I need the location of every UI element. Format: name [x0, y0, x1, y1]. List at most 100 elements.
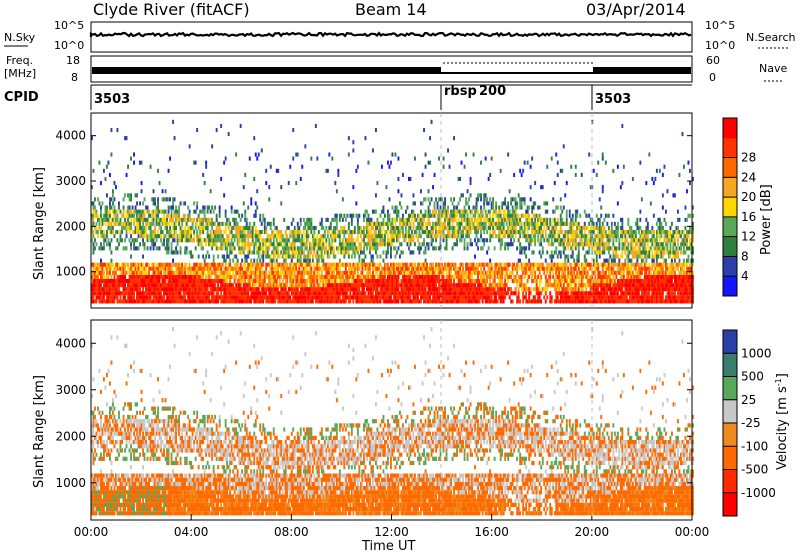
power-cell [210, 230, 212, 234]
power-cell [322, 259, 324, 263]
power-cell [473, 153, 475, 157]
power-cell [229, 259, 231, 263]
power-cell [455, 263, 457, 267]
power-cell [184, 295, 186, 299]
power-cell [280, 242, 282, 246]
power-cell [255, 214, 257, 218]
power-cell [383, 206, 385, 210]
power-cell [410, 177, 412, 181]
power-cell [473, 263, 475, 267]
power-cell [262, 255, 264, 259]
power-cell [208, 206, 210, 210]
power-cell [501, 238, 503, 242]
power-cell [480, 218, 482, 222]
power-cell [315, 226, 317, 230]
power-cell [355, 169, 357, 173]
power-cell [310, 263, 312, 267]
power-cell [524, 230, 526, 234]
power-cell [304, 144, 306, 148]
power-cell [207, 250, 209, 254]
power-cell [225, 214, 227, 218]
power-cell [100, 259, 102, 263]
power-cell [467, 210, 469, 214]
power-cell [123, 214, 125, 218]
power-cell [431, 234, 433, 238]
power-cell [97, 214, 99, 218]
power-cell [343, 255, 345, 259]
power-cell [130, 218, 132, 222]
power-cell [343, 234, 345, 238]
power-cell [441, 197, 443, 201]
power-cell [354, 230, 356, 234]
power-cell [518, 263, 520, 267]
power-cell [498, 206, 500, 210]
power-cell [114, 197, 116, 201]
power-cell [274, 299, 276, 303]
power-cell [501, 206, 503, 210]
power-cell [288, 291, 290, 295]
power-cell [298, 267, 300, 271]
power-cell [360, 242, 362, 246]
power-cell [165, 210, 167, 214]
power-cell [531, 210, 533, 214]
power-cell [357, 165, 359, 169]
power-cell [249, 157, 251, 161]
power-cell [456, 242, 458, 246]
power-cell [528, 295, 530, 299]
power-cell [480, 267, 482, 271]
power-cell [425, 153, 427, 157]
power-cell [528, 246, 530, 250]
power-cell [222, 234, 224, 238]
power-cell [349, 299, 351, 303]
power-cell [175, 206, 177, 210]
power-cell [225, 230, 227, 234]
power-cell [452, 246, 454, 250]
power-cell [398, 226, 400, 230]
power-cell [383, 210, 385, 214]
power-cell [428, 197, 430, 201]
power-cell [160, 238, 162, 242]
power-cell [393, 238, 395, 242]
power-cell [111, 222, 113, 226]
power-cell [300, 230, 302, 234]
power-cell [464, 246, 466, 250]
power-cell [358, 259, 360, 263]
power-cell [386, 185, 388, 189]
power-cell [180, 291, 182, 295]
power-cell [378, 267, 380, 271]
power-cell [144, 210, 146, 214]
power-cell [420, 299, 422, 303]
power-cell [422, 226, 424, 230]
power-cell [339, 259, 341, 263]
power-cell [225, 157, 227, 161]
power-cell [216, 214, 218, 218]
power-cell [94, 238, 96, 242]
power-cell [295, 267, 297, 271]
power-cell [187, 206, 189, 210]
power-cell [259, 259, 261, 263]
power-cell [340, 214, 342, 218]
power-cell [470, 193, 472, 197]
power-cell [94, 246, 96, 250]
power-cell [106, 234, 108, 238]
power-cell [211, 206, 213, 210]
power-cell [336, 218, 338, 222]
noise-panel: N.Sky 10^5 10^0 10^5 10^0 N.Search [4, 19, 796, 52]
power-cell [300, 259, 302, 263]
power-cell [118, 242, 120, 246]
power-cell [375, 210, 377, 214]
power-cell [294, 246, 296, 250]
power-cell [144, 242, 146, 246]
power-cell [509, 210, 511, 214]
power-cell [238, 214, 240, 218]
power-cell [276, 238, 278, 242]
power-cell [483, 230, 485, 234]
power-cell [249, 222, 251, 226]
power-cell [117, 230, 119, 234]
power-cell [169, 226, 171, 230]
power-cell [387, 263, 389, 267]
power-cell [363, 259, 365, 263]
power-cell [358, 267, 360, 271]
power-cell [334, 238, 336, 242]
power-cell [438, 157, 440, 161]
